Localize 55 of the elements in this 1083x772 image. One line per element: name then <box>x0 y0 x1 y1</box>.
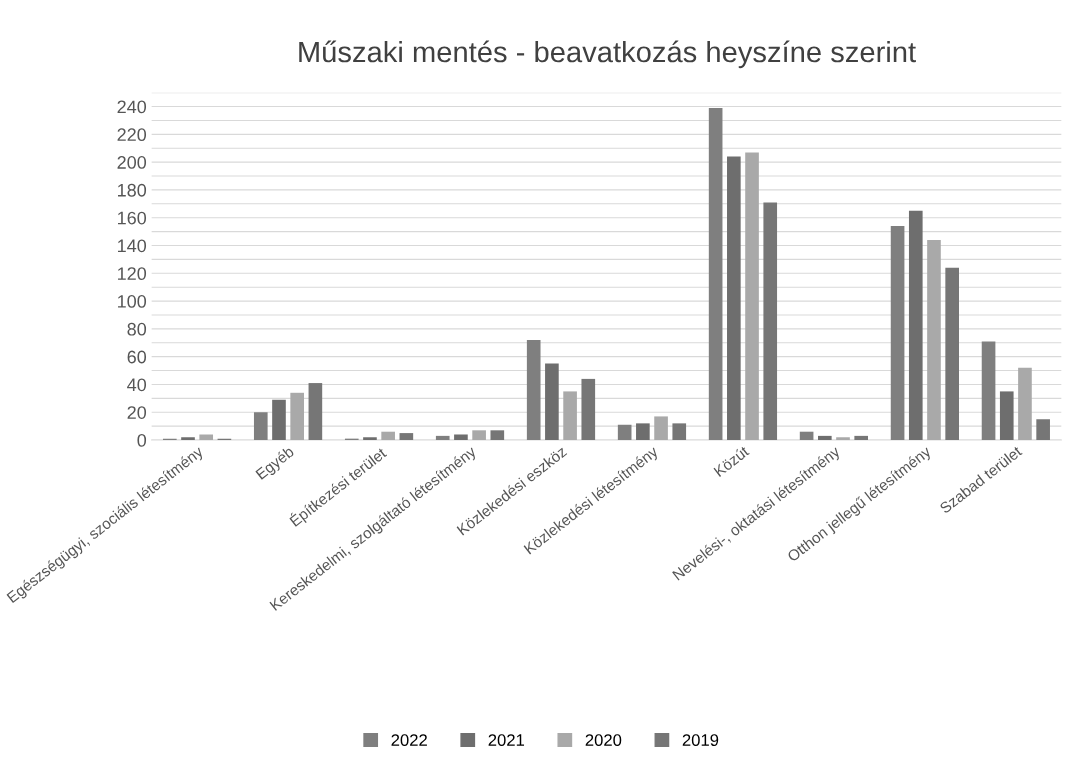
bar <box>253 412 268 441</box>
y-tick-label: 200 <box>117 156 147 169</box>
bar <box>890 226 905 441</box>
bar <box>908 210 923 441</box>
bar <box>381 431 395 441</box>
bar <box>654 416 668 441</box>
bar <box>181 437 195 441</box>
bar <box>672 423 687 441</box>
legend-label: 2021 <box>488 734 525 746</box>
legend-label: 2020 <box>585 734 622 746</box>
bar <box>981 341 996 441</box>
y-tick-label: 60 <box>127 350 147 364</box>
legend-label: 2022 <box>391 734 427 746</box>
bar <box>799 431 814 441</box>
y-tick-label: 80 <box>127 322 147 336</box>
bar <box>617 424 632 441</box>
bar <box>435 435 450 441</box>
y-tick-label: 20 <box>127 406 147 419</box>
bar <box>472 430 486 441</box>
bar <box>854 435 869 441</box>
bar <box>727 156 741 441</box>
legend-label: 2019 <box>682 734 719 746</box>
bar <box>490 430 505 441</box>
y-tick-label: 160 <box>118 211 147 225</box>
chart-title: Műszaki mentés - beavatkozás heyszíne szerint <box>299 40 916 69</box>
bar <box>636 423 650 441</box>
bar <box>708 107 723 441</box>
bar <box>526 339 541 441</box>
bar <box>454 434 468 441</box>
bar <box>836 437 850 441</box>
bar <box>945 267 959 441</box>
bar <box>927 239 941 441</box>
bar <box>199 434 214 441</box>
bar <box>399 433 414 441</box>
bar <box>581 378 596 441</box>
bar <box>1018 367 1032 441</box>
bar <box>817 435 832 441</box>
bar <box>563 391 577 441</box>
y-tick-label: 40 <box>127 378 147 392</box>
y-tick-label: 220 <box>117 128 147 142</box>
y-tick-label: 180 <box>118 183 147 197</box>
y-tick-label: 140 <box>118 239 147 253</box>
bar <box>363 437 377 441</box>
bar <box>272 399 286 441</box>
bar <box>763 202 778 441</box>
y-tick-label: 120 <box>118 267 147 281</box>
y-tick-label: 0 <box>137 433 147 447</box>
bar <box>290 392 304 441</box>
y-tick-label: 240 <box>117 100 147 114</box>
bar <box>545 363 559 441</box>
bar <box>999 391 1014 441</box>
bar <box>745 152 759 441</box>
bar <box>308 383 323 441</box>
y-tick-label: 100 <box>118 295 147 308</box>
bar <box>1036 419 1050 441</box>
